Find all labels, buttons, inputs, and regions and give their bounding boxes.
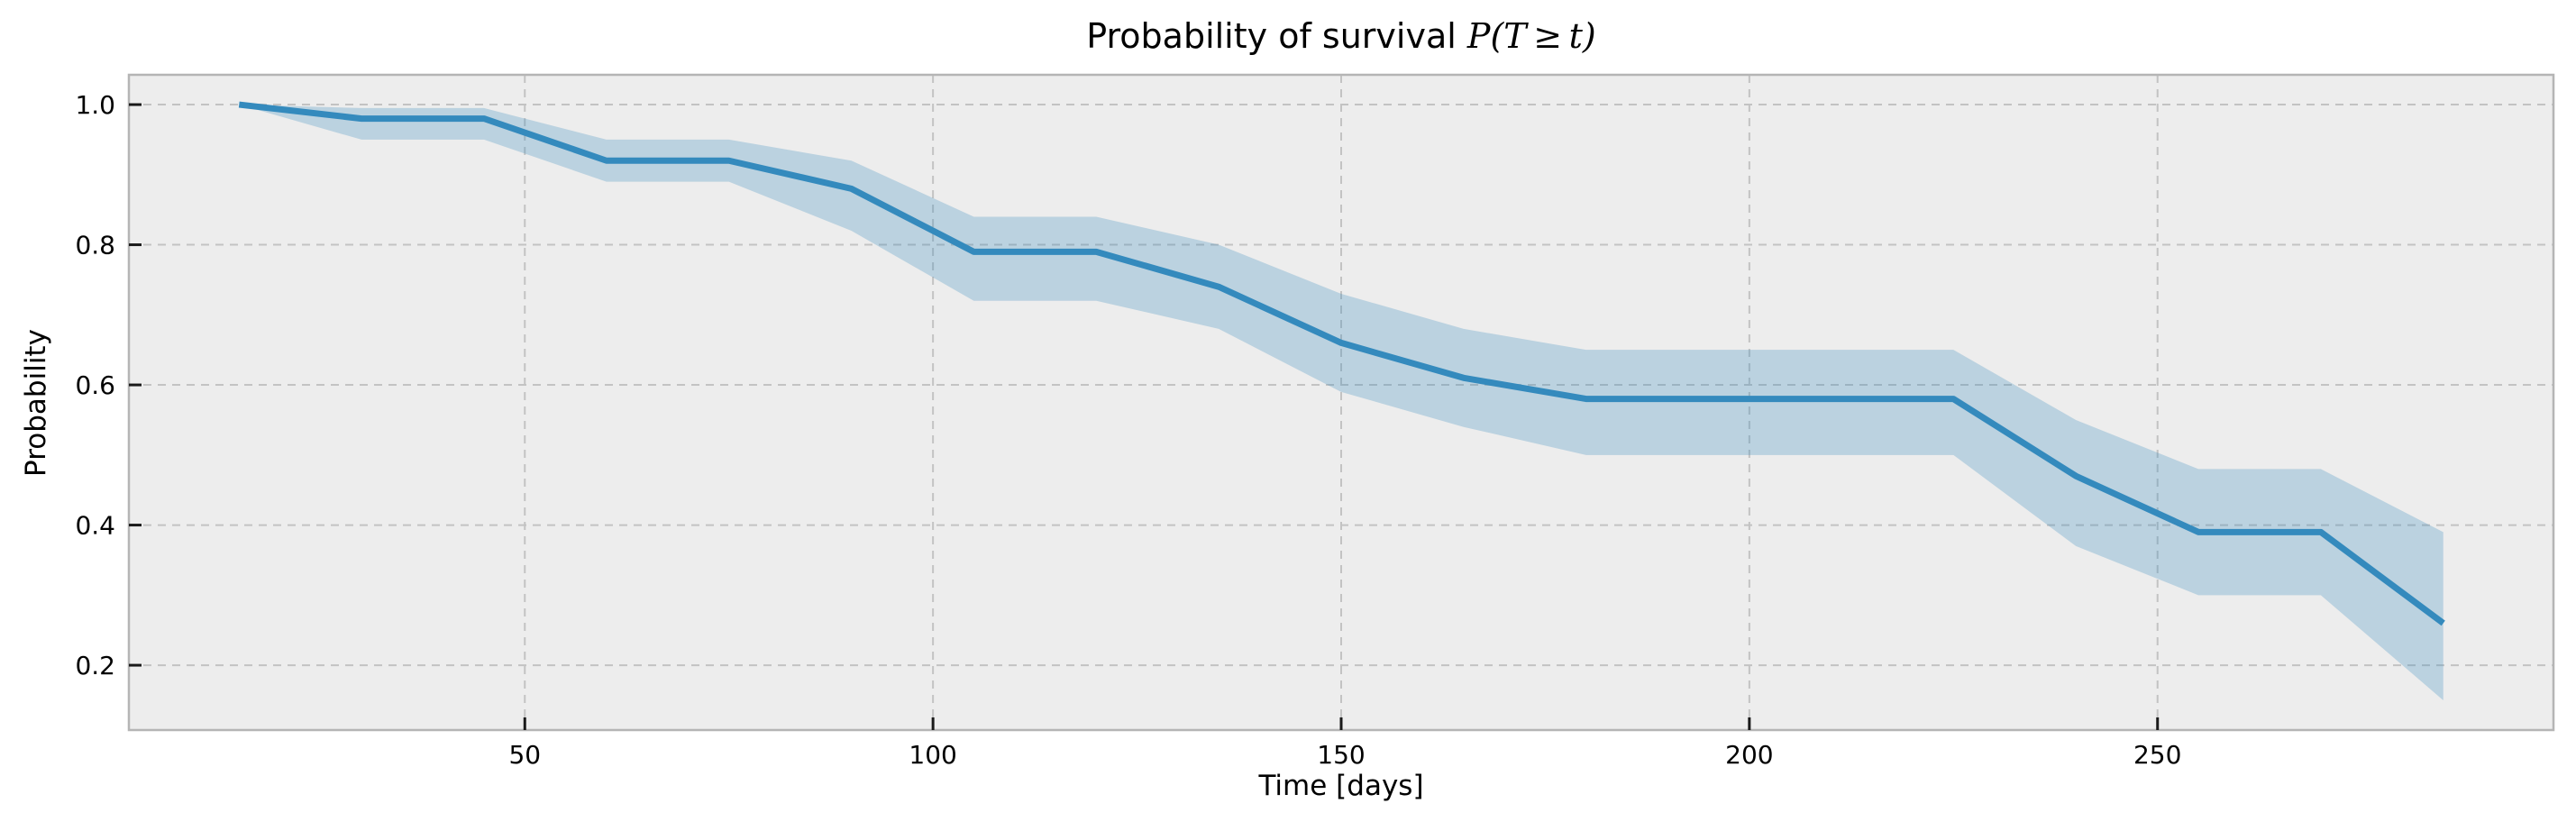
y-tick-label: 0.6 — [75, 370, 115, 400]
y-tick-label: 0.4 — [75, 511, 115, 541]
y-axis-label: Probability — [20, 329, 52, 477]
x-tick-label: 50 — [508, 740, 541, 770]
y-tick-label: 0.8 — [75, 231, 115, 260]
x-tick-label: 100 — [909, 740, 956, 770]
confidence-band — [239, 105, 2444, 700]
y-tick-label: 1.0 — [75, 90, 115, 120]
chart-title: Probability of survival P(T ≥ t) — [129, 16, 2553, 56]
x-tick-label: 150 — [1317, 740, 1365, 770]
survival-line — [238, 101, 2445, 626]
chart-title-text: Probability of survival — [1086, 16, 1467, 56]
y-tick-label: 0.2 — [75, 651, 115, 680]
x-tick-label: 250 — [2133, 740, 2181, 770]
chart-title-math: P(T ≥ t) — [1466, 16, 1596, 56]
x-tick-label: 200 — [1725, 740, 1773, 770]
x-axis-label: Time [days] — [1258, 770, 1424, 802]
plot-area-background — [129, 75, 2553, 730]
